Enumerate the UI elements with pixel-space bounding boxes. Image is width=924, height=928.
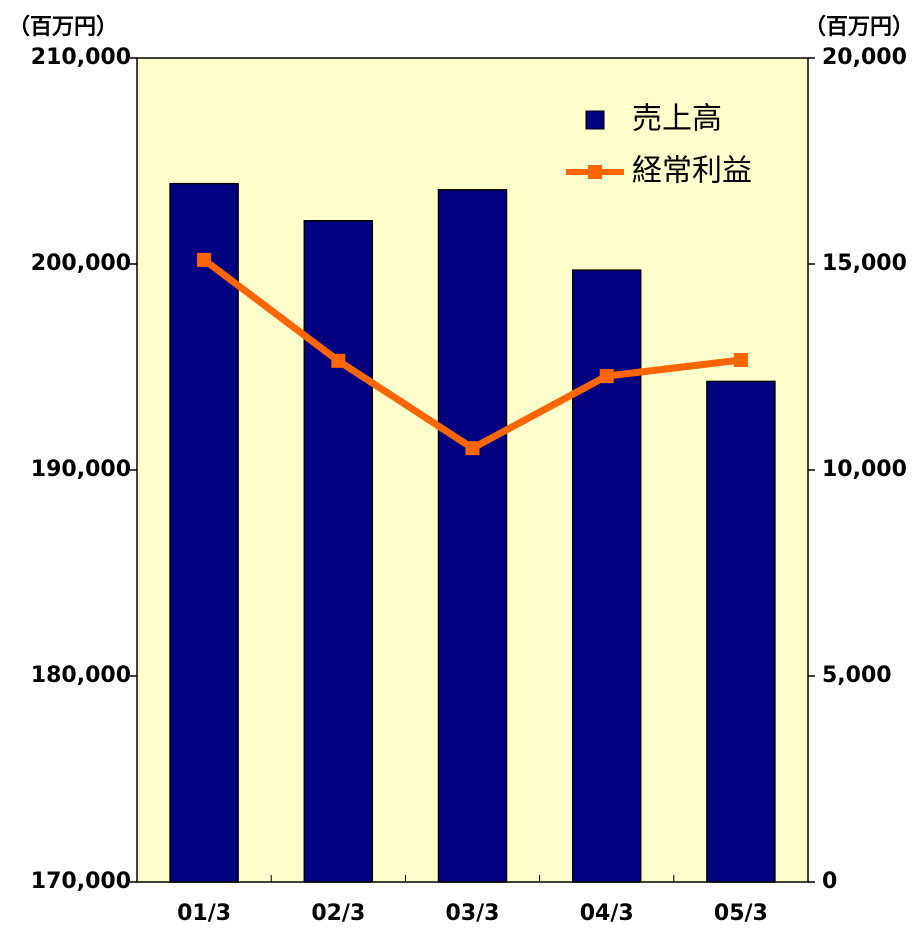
x-tick-label: 05/3 <box>714 901 768 926</box>
bar <box>437 189 508 883</box>
bar <box>706 380 776 883</box>
line-marker <box>599 369 614 384</box>
y2-tick-label: 10,000 <box>822 457 907 482</box>
legend-swatch <box>585 110 605 130</box>
x-tick-label: 04/3 <box>580 901 634 926</box>
y-axis-label: （百万円） <box>8 15 118 40</box>
line-marker <box>465 441 480 456</box>
line-marker <box>197 252 212 267</box>
y2-axis-label: （百万円） <box>804 15 914 40</box>
bar <box>169 182 239 883</box>
legend-swatch <box>588 165 602 179</box>
legend-label: 売上高 <box>632 102 722 137</box>
y2-tick-label: 0 <box>822 869 837 894</box>
x-tick-label: 01/3 <box>177 901 231 926</box>
bar <box>571 269 642 883</box>
bar <box>303 219 374 883</box>
y-tick-label: 200,000 <box>31 251 131 276</box>
y-tick-label: 190,000 <box>31 457 131 482</box>
plot-border <box>136 57 809 883</box>
y-tick-label: 210,000 <box>31 45 131 70</box>
line-marker <box>733 352 748 367</box>
legend-label: 経常利益 <box>632 154 752 189</box>
y2-tick-label: 5,000 <box>822 663 892 688</box>
y-tick-label: 180,000 <box>31 663 131 688</box>
x-tick-label: 02/3 <box>311 901 365 926</box>
line-marker <box>331 353 346 368</box>
y2-tick-label: 20,000 <box>822 45 907 70</box>
y2-tick-label: 15,000 <box>822 251 907 276</box>
x-tick-label: 03/3 <box>446 901 500 926</box>
y-tick-label: 170,000 <box>31 869 131 894</box>
